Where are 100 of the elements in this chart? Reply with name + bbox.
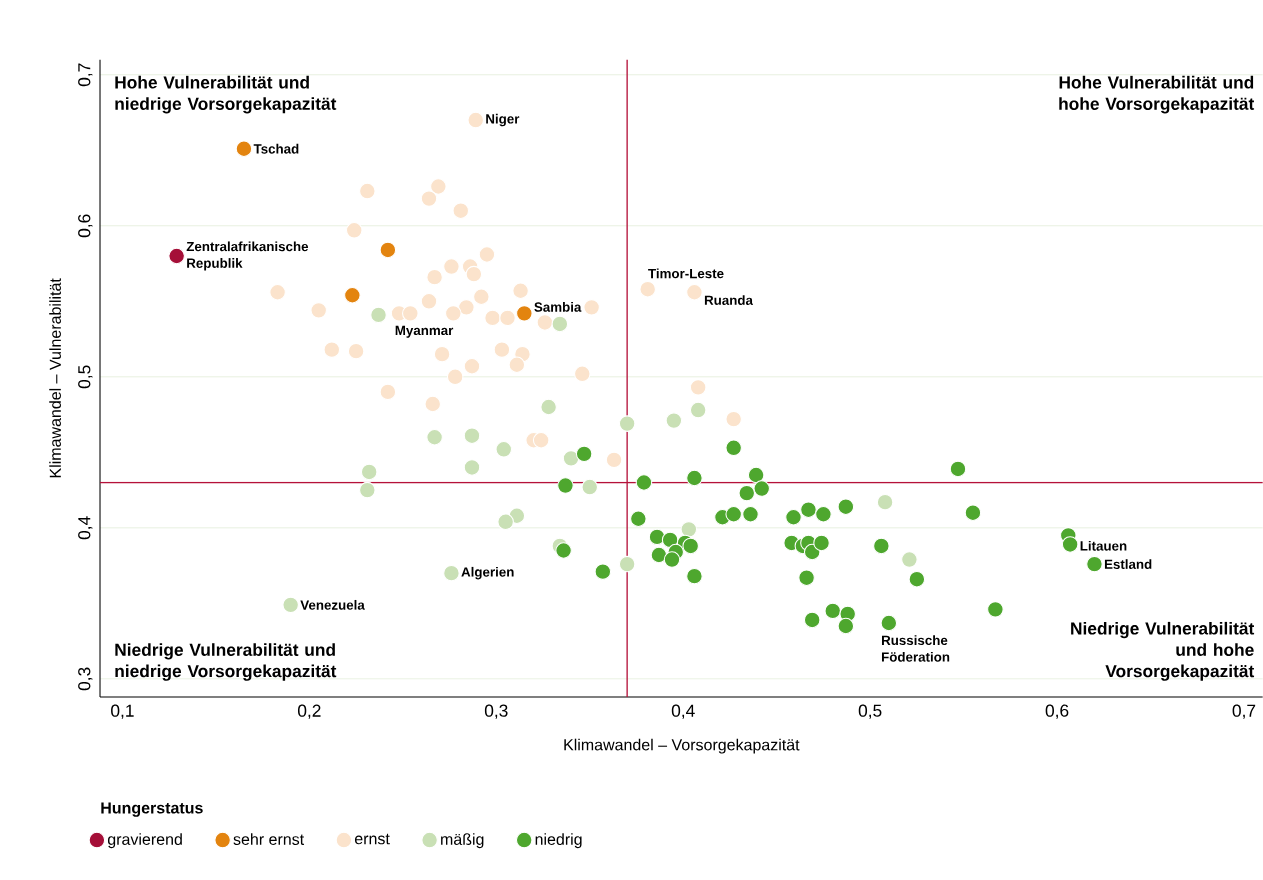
point: [445, 305, 462, 322]
annotation: Algerien: [461, 566, 514, 580]
point: [424, 395, 442, 413]
legend-label: niedrig: [535, 833, 582, 849]
point: [738, 484, 756, 502]
point: [360, 463, 378, 481]
point: [359, 182, 376, 200]
point: [785, 508, 802, 526]
point: [689, 379, 707, 396]
point: [402, 305, 419, 322]
annotation: Estland: [1104, 559, 1152, 569]
point: [540, 398, 557, 416]
point: [443, 258, 460, 275]
y-axis-title: Klimawandel – Vulnerabilität: [49, 278, 61, 478]
point: [310, 302, 327, 319]
point: [235, 140, 253, 158]
y-tick-label: 0,5: [78, 365, 93, 389]
x-axis-title: Klimawandel – Vorsorgekapazität: [564, 738, 800, 754]
point: [452, 202, 470, 219]
point: [344, 286, 361, 304]
point: [478, 246, 496, 263]
annotation: Tschad: [253, 143, 299, 154]
point: [555, 542, 572, 559]
point: [443, 564, 460, 582]
point: [370, 306, 387, 324]
point: [516, 305, 533, 322]
point: [630, 510, 647, 528]
point: [594, 563, 612, 580]
point: [467, 111, 484, 129]
point: [536, 314, 554, 331]
point: [650, 546, 668, 564]
x-tick-label: 0,5: [858, 704, 882, 719]
legend-label: mäßig: [441, 833, 484, 849]
point: [532, 431, 550, 449]
point: [557, 477, 574, 494]
annotation: Timor-Leste: [648, 268, 724, 279]
point: [813, 534, 830, 552]
point: [876, 493, 894, 511]
x-tick-label: 0,3: [484, 704, 508, 719]
point: [430, 178, 447, 195]
point: [682, 537, 699, 555]
point: [665, 412, 683, 429]
point: [824, 602, 842, 620]
point: [473, 288, 490, 306]
point: [359, 481, 376, 499]
point: [499, 309, 516, 327]
point: [648, 528, 666, 546]
point: [379, 241, 397, 259]
point: [639, 280, 656, 298]
legend-label: ernst: [354, 833, 390, 845]
x-tick-label: 0,7: [1232, 704, 1256, 719]
point: [426, 268, 443, 286]
point: [680, 521, 698, 538]
point: [663, 551, 681, 568]
point: [949, 460, 967, 478]
point: [458, 299, 475, 316]
point: [551, 315, 569, 333]
legend-label: gravierend: [107, 833, 182, 849]
point: [880, 614, 898, 632]
annotation: Hohe Vulnerabilität und hohe Vorsorgekapazität: [1059, 75, 1255, 114]
y-tick-label: 0,3: [78, 667, 93, 691]
annotation: Niger: [486, 113, 520, 127]
annotation: Venezuela: [300, 599, 365, 610]
point: [1086, 555, 1103, 573]
point: [800, 501, 817, 518]
point: [803, 611, 821, 629]
legend-title: Hungerstatus: [101, 802, 203, 817]
point: [446, 368, 464, 386]
point: [379, 383, 397, 401]
point: [269, 283, 286, 301]
point: [686, 567, 703, 585]
point: [484, 309, 501, 327]
point: [753, 480, 770, 497]
y-tick-label: 0,6: [78, 214, 93, 238]
x-tick-label: 0,4: [671, 704, 695, 719]
point: [747, 466, 765, 484]
point: [463, 357, 481, 375]
point: [618, 415, 636, 432]
point: [686, 283, 703, 301]
point: [493, 341, 511, 358]
point: [497, 513, 514, 531]
point: [420, 190, 438, 207]
point: [901, 551, 918, 568]
point: [574, 365, 591, 383]
point: [798, 569, 815, 586]
annotation: Litauen: [1080, 540, 1127, 551]
point: [463, 427, 481, 444]
point: [420, 293, 438, 310]
point: [562, 450, 580, 467]
point: [463, 459, 481, 476]
point: [689, 401, 707, 419]
point: [742, 505, 759, 523]
point: [605, 451, 623, 469]
annotation: Russische Föderation: [882, 635, 950, 662]
annotation: Myanmar: [395, 325, 454, 338]
point: [168, 247, 185, 265]
point: [686, 469, 703, 487]
point: [426, 428, 443, 446]
x-tick-label: 0,2: [297, 704, 321, 719]
point: [725, 505, 742, 523]
